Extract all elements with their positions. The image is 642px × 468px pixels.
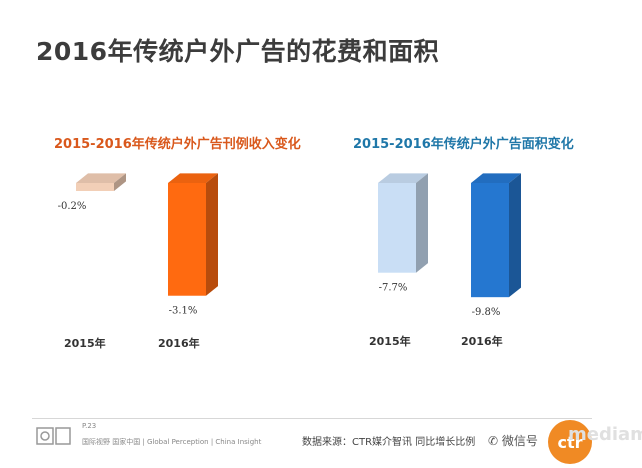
ctr-logo: ctr <box>548 420 592 464</box>
page-title: 2016年传统户外广告的花费和面积 <box>36 37 440 66</box>
bar-front-face <box>471 183 509 298</box>
bar-1-0 <box>378 173 428 273</box>
value-label-0-0: -0.2% <box>58 201 87 212</box>
footer-tagline: 国际视野 国家中国 | Global Perception | China In… <box>82 438 262 446</box>
bar-top-face <box>378 173 428 183</box>
wechat-text: 微信号 <box>501 434 538 448</box>
chart-title-area: 2015-2016年传统户外广告面积变化 <box>353 137 574 152</box>
bar-side-face <box>114 173 126 191</box>
bar-0-0 <box>76 173 126 191</box>
footer-divider <box>32 418 592 419</box>
bar-top-face <box>76 173 126 183</box>
watermark-brand: mediam <box>568 424 642 445</box>
bar-0-1 <box>168 173 218 296</box>
value-label-1-1: -9.8% <box>472 307 501 318</box>
category-label-1-0: 2015年 <box>369 334 411 348</box>
wechat-icon: ✆ <box>488 434 499 448</box>
bar-front-face <box>378 183 416 273</box>
category-label-0-1: 2016年 <box>158 336 200 350</box>
page-number: P.23 <box>82 422 97 430</box>
bar-top-face <box>168 173 218 183</box>
category-label-1-1: 2016年 <box>461 334 503 348</box>
wechat-label: ✆ 微信号 <box>488 432 538 449</box>
bar-front-face <box>168 183 206 296</box>
chart-title-revenue: 2015-2016年传统户外广告刊例收入变化 <box>54 137 301 152</box>
bar-side-face <box>416 173 428 273</box>
value-label-1-0: -7.7% <box>379 283 408 294</box>
bar-side-face <box>509 173 521 298</box>
category-label-0-0: 2015年 <box>64 336 106 350</box>
bar-top-face <box>471 173 521 183</box>
certification-logo-icon <box>36 426 72 448</box>
bar-1-1 <box>471 173 521 298</box>
bar-side-face <box>206 173 218 296</box>
data-source: 数据来源：CTR媒介智讯 同比增长比例 <box>302 437 476 448</box>
bar-front-face <box>76 183 114 191</box>
value-label-0-1: -3.1% <box>169 306 198 317</box>
